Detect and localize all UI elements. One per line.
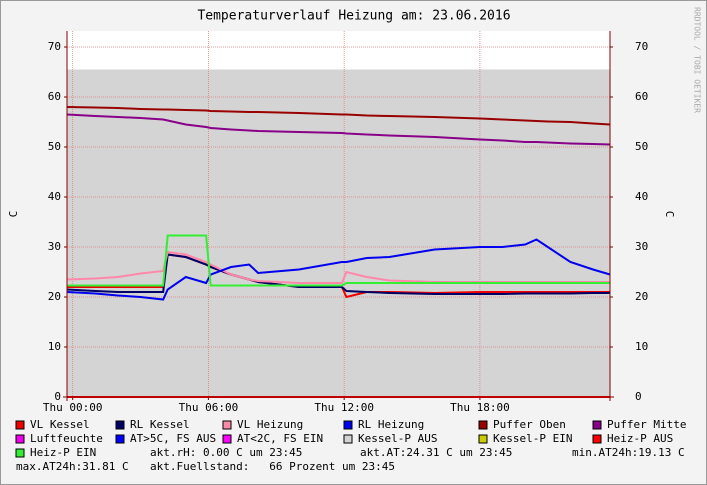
x-tick-label: Thu 00:00 [43, 401, 103, 414]
legend-label: Heiz-P AUS [607, 432, 673, 445]
y-tick-label: 50 [48, 140, 61, 153]
legend-swatch [343, 434, 353, 444]
y2-tick-label: 0 [635, 390, 642, 403]
legend-swatch [478, 434, 488, 444]
legend-swatch [15, 420, 25, 430]
y2-axis-label: C [663, 211, 676, 218]
note: akt.AT:24.31 C um 23:45 [360, 446, 512, 459]
legend-swatch [222, 434, 232, 444]
legend-swatch [115, 420, 125, 430]
chart-title: Temperaturverlauf Heizung am: 23.06.2016 [197, 9, 510, 24]
legend-swatch [15, 448, 25, 458]
legend-label: VL Heizung [237, 418, 303, 431]
series-line [66, 113, 611, 146]
y2-tick-label: 50 [635, 140, 648, 153]
legend-swatch [478, 420, 488, 430]
series-line [66, 106, 611, 126]
y-tick-label: 0 [54, 390, 61, 403]
y-tick-label: 30 [48, 240, 61, 253]
y-tick-label: 70 [48, 40, 61, 53]
note: akt.Fuellstand: 66 Prozent um 23:45 [150, 460, 395, 473]
x-tick-label: Thu 18:00 [450, 401, 510, 414]
legend-swatch [592, 434, 602, 444]
x-tick-label: Thu 06:00 [179, 401, 239, 414]
y2-tick-label: 60 [635, 90, 648, 103]
legend-label: Puffer Oben [493, 418, 566, 431]
legend-label: Luftfeuchte [30, 432, 103, 445]
legend-swatch [15, 434, 25, 444]
note: akt.rH: 0.00 C um 23:45 [150, 446, 302, 459]
y2-tick-label: 20 [635, 290, 648, 303]
note: min.AT24h:19.13 C [572, 446, 685, 459]
y2-tick-label: 40 [635, 190, 648, 203]
x-tick-label: Thu 12:00 [314, 401, 374, 414]
y-tick-label: 20 [48, 290, 61, 303]
watermark: RRDTOOL / TOBI OETIKER [693, 7, 702, 113]
y2-tick-label: 10 [635, 340, 648, 353]
y2-tick-label: 30 [635, 240, 648, 253]
legend-swatch [115, 434, 125, 444]
y-tick-label: 10 [48, 340, 61, 353]
legend-label: RL Heizung [358, 418, 424, 431]
legend-label: Kessel-P AUS [358, 432, 437, 445]
legend-label: AT<2C, FS EIN [237, 432, 323, 445]
y-tick-label: 40 [48, 190, 61, 203]
legend-label: RL Kessel [130, 418, 190, 431]
legend-swatch [343, 420, 353, 430]
series-line [67, 234, 610, 287]
legend-swatch [592, 420, 602, 430]
note: max.AT24h:31.81 C [16, 460, 129, 473]
y-axis-label: C [7, 211, 20, 218]
legend-label: Heiz-P EIN [30, 446, 96, 459]
legend-label: Kessel-P EIN [493, 432, 572, 445]
legend-swatch [222, 420, 232, 430]
area [67, 69, 610, 397]
legend-label: AT>5C, FS AUS [130, 432, 216, 445]
legend-label: Puffer Mitte [607, 418, 686, 431]
y2-tick-label: 70 [635, 40, 648, 53]
series-line [66, 238, 611, 301]
y-tick-label: 60 [48, 90, 61, 103]
legend-label: VL Kessel [30, 418, 90, 431]
